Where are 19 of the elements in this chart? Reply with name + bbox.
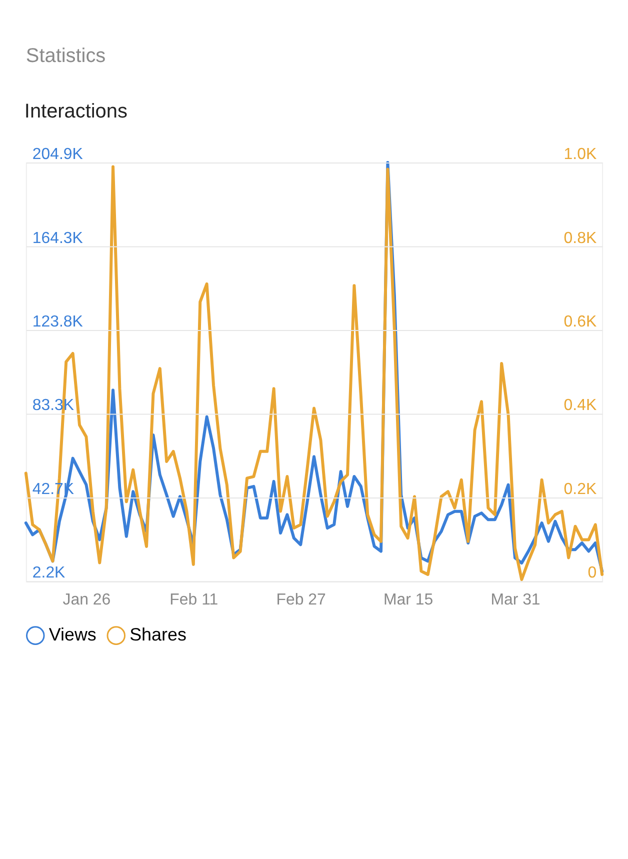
x-tick-label: Jan 26 (62, 592, 111, 609)
y-tick-label: 164.3K (32, 230, 84, 247)
y2-tick-label: 0.6K (564, 314, 597, 331)
text: Statistics (26, 44, 106, 67)
x-tick-label: Mar 31 (490, 592, 540, 609)
y-tick-label: 123.8K (32, 314, 84, 331)
x-tick-label: Feb 11 (170, 592, 218, 609)
x-tick-label: Feb 27 (276, 592, 326, 609)
y-tick-label: 2.2K (32, 564, 66, 582)
legend-label: Shares (130, 624, 186, 645)
y2-tick-label: 1.0K (564, 146, 597, 164)
chart-title: Interactions (24, 100, 128, 123)
y2-tick-label: 0.4K (564, 397, 597, 414)
legend-label: Views (48, 624, 96, 645)
y-tick-label: 204.9K (32, 146, 84, 164)
x-tick-label: Mar 15 (383, 592, 434, 609)
y2-tick-label: 0.8K (564, 230, 597, 247)
y2-tick-label: 0.2K (564, 480, 597, 498)
y2-tick-label: 0 (588, 564, 597, 582)
